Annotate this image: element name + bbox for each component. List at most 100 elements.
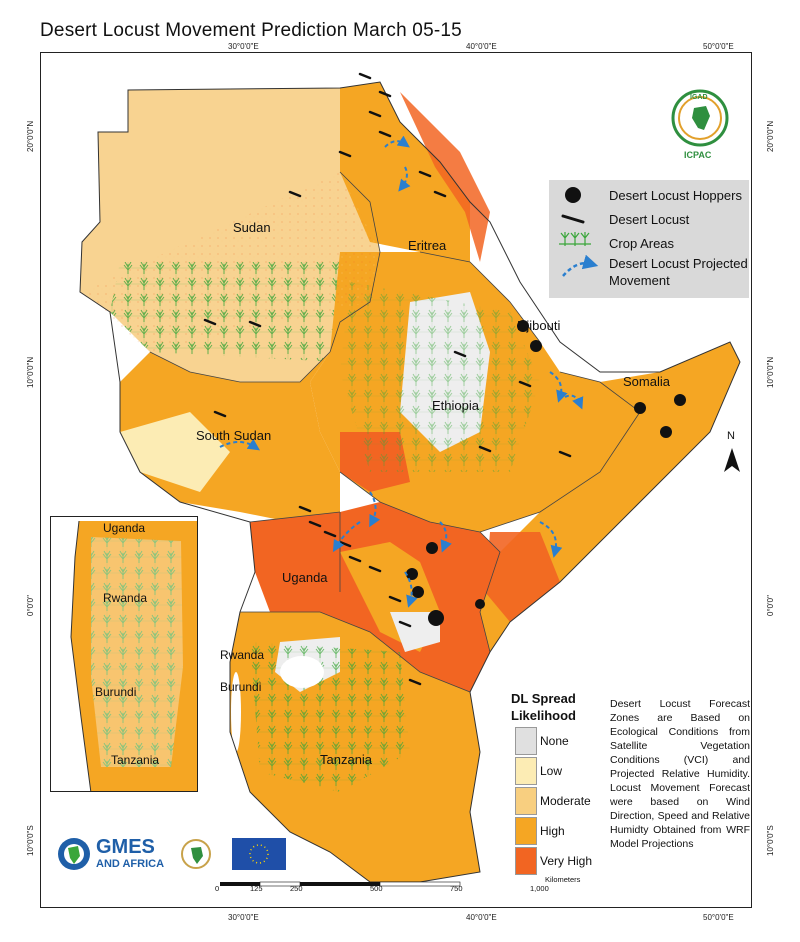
icpac-logo: IGAD ICPAC bbox=[664, 88, 736, 164]
scale-unit: Kilometers bbox=[545, 875, 581, 884]
legend-symbols bbox=[559, 187, 599, 277]
movement-arrow bbox=[219, 438, 260, 451]
spread-title-line1: DL Spread bbox=[511, 691, 576, 706]
locust-marker bbox=[298, 505, 312, 513]
icpac-label: ICPAC bbox=[684, 150, 712, 160]
locust-marker bbox=[288, 190, 302, 198]
label-djibouti: Djibouti bbox=[517, 318, 561, 333]
lat-label: 0°0'0" bbox=[766, 595, 775, 616]
spread-legend-title: DL Spread Likelihood bbox=[511, 690, 576, 724]
hopper-marker bbox=[412, 586, 424, 598]
legend-movement-line1: Desert Locust Projected bbox=[609, 256, 748, 271]
lat-label: 0°0'0" bbox=[26, 595, 35, 616]
lat-label: 10°0'0"N bbox=[26, 356, 35, 388]
spread-swatch bbox=[515, 817, 537, 845]
locust-marker bbox=[558, 450, 572, 458]
inset-map: Uganda Rwanda Burundi Tanzania bbox=[50, 516, 198, 792]
legend-locust: Desert Locust bbox=[609, 212, 690, 227]
forecast-note: Desert Locust Forecast Zones are Based o… bbox=[610, 698, 750, 850]
label-somalia: Somalia bbox=[623, 374, 670, 389]
lat-label: 10°0'0"S bbox=[766, 825, 775, 856]
locust-marker bbox=[203, 318, 217, 326]
spread-swatch-label: Moderate bbox=[540, 794, 591, 808]
gmes-logo-text: GMES bbox=[96, 836, 155, 858]
movement-arrow bbox=[549, 371, 568, 403]
region-speckle bbox=[80, 172, 380, 352]
lat-label: 20°0'0"N bbox=[766, 120, 775, 152]
spread-swatch bbox=[515, 727, 537, 755]
locust-marker bbox=[358, 72, 372, 80]
locust-marker bbox=[213, 410, 227, 418]
region-coast-veryhigh bbox=[400, 92, 490, 262]
locust-marker bbox=[408, 678, 422, 686]
label-tanzania: Tanzania bbox=[320, 752, 373, 767]
locust-legend-icon bbox=[561, 214, 585, 224]
locust-marker bbox=[398, 620, 412, 628]
lon-label: 40°0'0"E bbox=[466, 42, 497, 51]
gmes-logo-subtext: AND AFRICA bbox=[96, 858, 165, 870]
scale-bar bbox=[220, 881, 461, 887]
inset-canvas bbox=[51, 517, 197, 791]
hopper-marker bbox=[406, 568, 418, 580]
igad-logo-text: IGAD bbox=[690, 94, 708, 101]
movement-arrow bbox=[539, 521, 563, 558]
hopper-marker bbox=[660, 426, 672, 438]
movement-arrow bbox=[564, 394, 584, 410]
label-sudan: Sudan bbox=[233, 220, 271, 235]
spread-swatch bbox=[515, 787, 537, 815]
label-eritrea: Eritrea bbox=[408, 238, 447, 253]
scale-tick: 0 bbox=[215, 884, 220, 893]
scale-tick: 250 bbox=[290, 884, 303, 893]
lon-label: 50°0'0"E bbox=[703, 913, 734, 922]
movement-arrow bbox=[404, 571, 418, 608]
hopper-marker bbox=[428, 610, 444, 626]
inset-label-tanzania: Tanzania bbox=[111, 753, 160, 767]
lat-label: 10°0'0"S bbox=[26, 825, 35, 856]
lat-label: 10°0'0"N bbox=[766, 356, 775, 388]
movement-arrow bbox=[398, 166, 411, 192]
movement-arrow bbox=[332, 521, 361, 553]
lake-victoria bbox=[280, 656, 324, 688]
icpac-emblem bbox=[671, 89, 729, 147]
legend-crops: Crop Areas bbox=[609, 236, 675, 251]
lake-tanganyika bbox=[231, 672, 241, 752]
region-somalia-veryhigh bbox=[485, 532, 560, 622]
map-title: Desert Locust Movement Prediction March … bbox=[40, 20, 462, 41]
lon-label: 30°0'0"E bbox=[228, 42, 259, 51]
spread-swatch bbox=[515, 757, 537, 785]
spread-swatch-label: None bbox=[540, 734, 569, 748]
hopper-marker bbox=[426, 542, 438, 554]
hopper-marker bbox=[517, 320, 529, 332]
locust-marker bbox=[248, 320, 262, 328]
label-uganda: Uganda bbox=[282, 570, 328, 585]
label-burundi: Burundi bbox=[220, 680, 262, 694]
spread-swatch-label: Low bbox=[540, 764, 563, 778]
scale-tick: 750 bbox=[450, 884, 463, 893]
movement-arrow bbox=[384, 135, 410, 148]
locust-marker bbox=[388, 595, 402, 603]
region-southsudan-light bbox=[120, 412, 230, 492]
lon-label: 50°0'0"E bbox=[703, 42, 734, 51]
crop-legend-icon bbox=[559, 232, 591, 246]
locust-marker bbox=[453, 350, 467, 358]
locust-marker bbox=[433, 190, 447, 198]
legend-movement-line2: Movement bbox=[609, 273, 670, 288]
locust-markers bbox=[203, 72, 572, 686]
lon-label: 30°0'0"E bbox=[228, 913, 259, 922]
movement-legend-icon bbox=[562, 254, 599, 277]
hopper-marker bbox=[475, 599, 485, 609]
legend-hoppers: Desert Locust Hoppers bbox=[609, 188, 742, 203]
inset-label-uganda: Uganda bbox=[103, 521, 146, 535]
spread-swatch-label: Very High bbox=[540, 854, 593, 868]
inset-label-burundi: Burundi bbox=[95, 685, 137, 699]
hopper-markers bbox=[406, 320, 686, 626]
movement-arrows bbox=[219, 135, 584, 608]
locust-marker bbox=[348, 555, 362, 563]
map-canvas bbox=[79, 72, 741, 887]
crop-ethiopia bbox=[340, 282, 540, 472]
locust-marker bbox=[518, 380, 532, 388]
hopper-marker bbox=[674, 394, 686, 406]
label-rwanda: Rwanda bbox=[220, 648, 265, 662]
label-south-sudan: South Sudan bbox=[196, 428, 272, 443]
hopper-legend-icon bbox=[565, 187, 581, 203]
